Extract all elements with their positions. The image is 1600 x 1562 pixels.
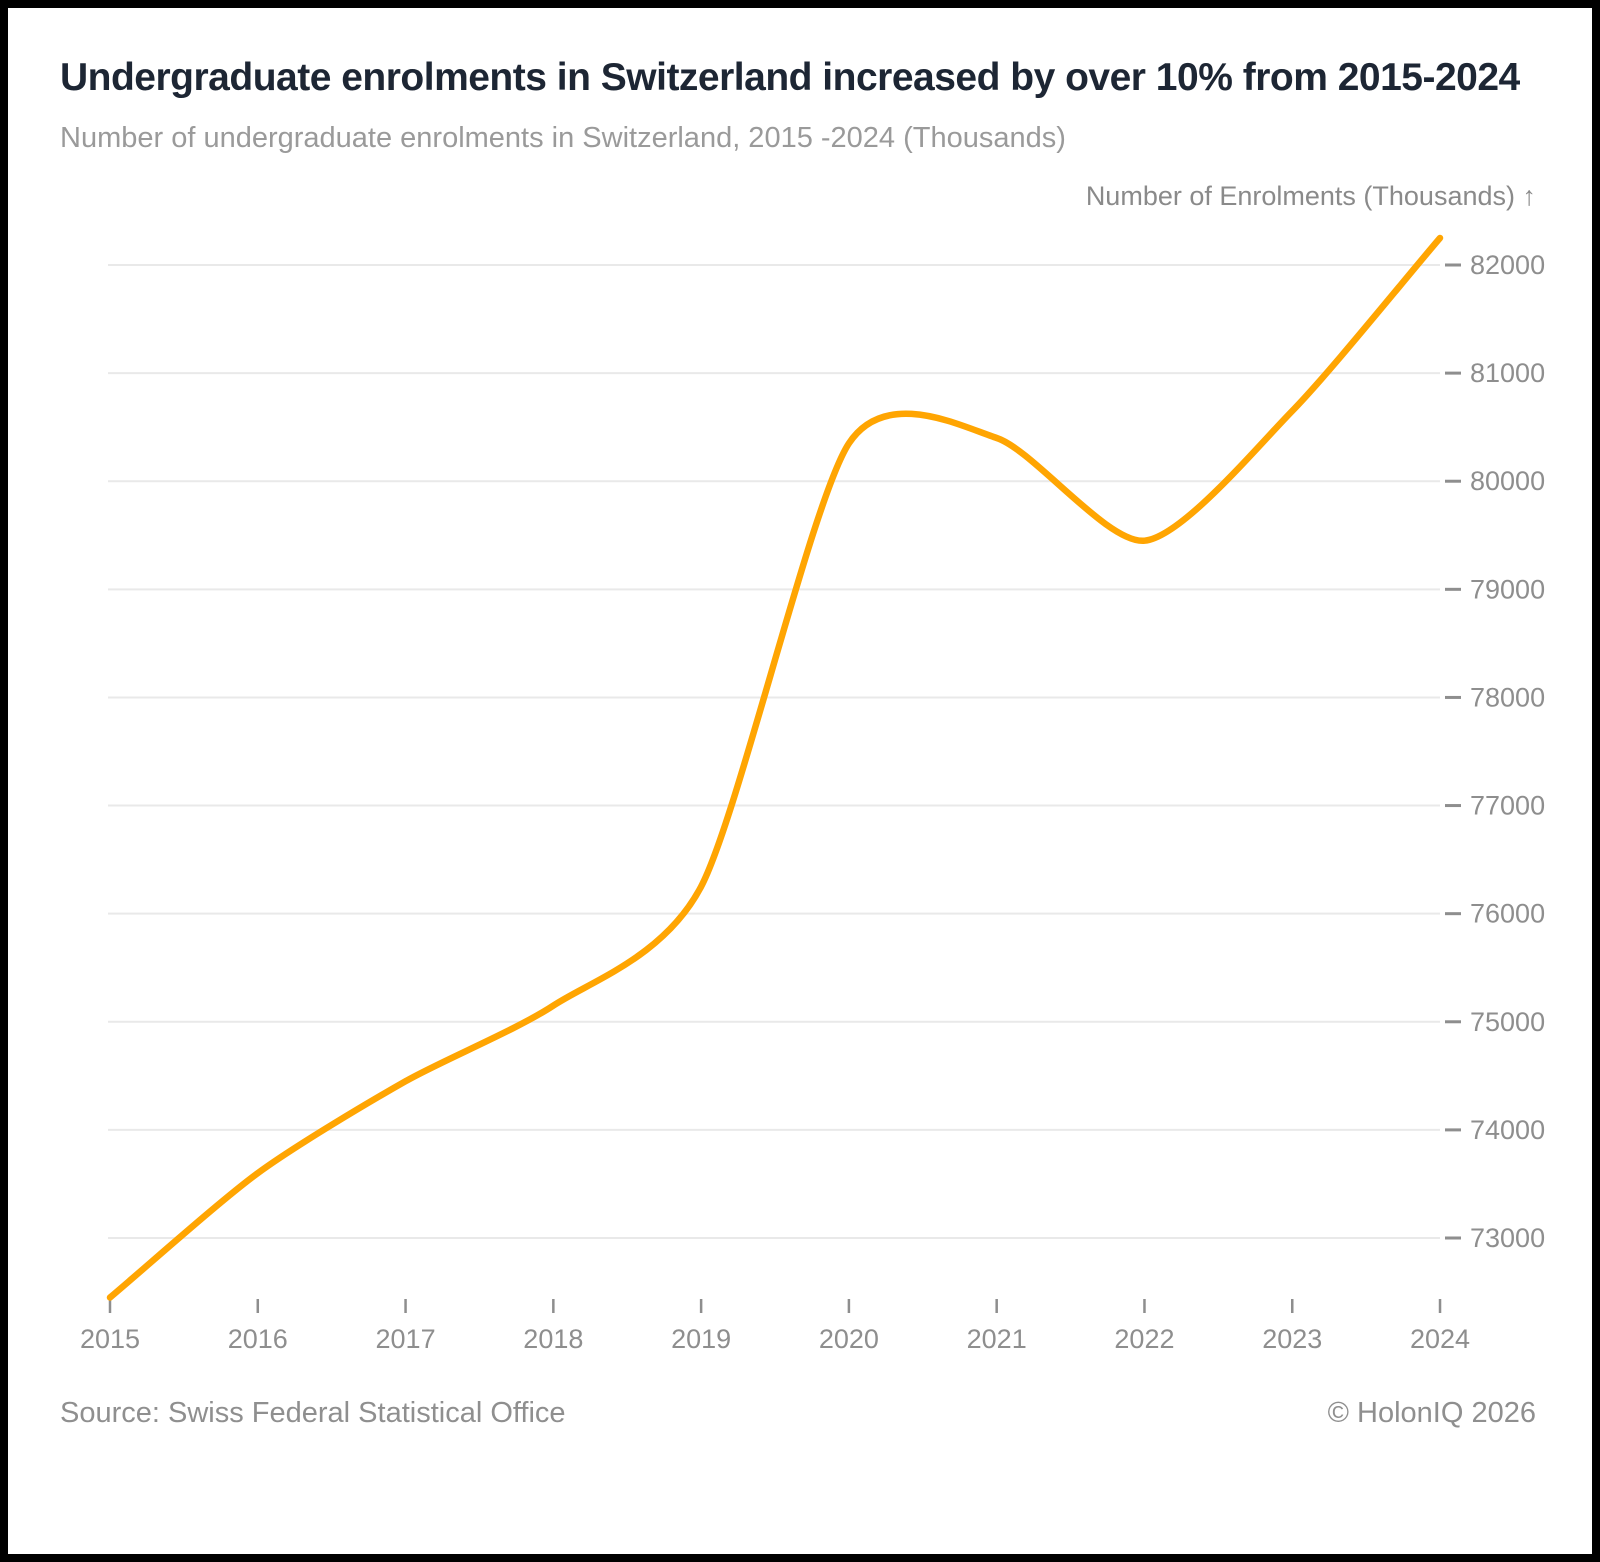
y-tick-label: 81000 <box>1470 358 1545 388</box>
chart-title: Undergraduate enrolments in Switzerland … <box>60 56 1520 99</box>
y-tick-label: 77000 <box>1470 791 1545 821</box>
y-axis-title: Number of Enrolments (Thousands) ↑ <box>1085 181 1536 211</box>
y-tick-label: 82000 <box>1470 250 1545 280</box>
y-tick-label: 75000 <box>1470 1007 1545 1037</box>
source-note: Source: Swiss Federal Statistical Office <box>60 1397 566 1429</box>
y-axis-labels: 82000 81000 80000 79000 78000 77000 76000 75000… <box>1470 250 1545 1253</box>
chart-subtitle: Number of undergraduate enrolments in Sw… <box>60 122 1066 154</box>
x-tick-label: 2016 <box>228 1324 288 1354</box>
x-axis-labels: 2015 2016 2017 2018 2019 2020 2021 2022 2023 2024 <box>80 1324 1470 1354</box>
y-tick-label: 73000 <box>1470 1223 1545 1253</box>
copyright-note: © HolonIQ 2026 <box>1327 1397 1536 1429</box>
x-tick-label: 2023 <box>1262 1324 1322 1354</box>
x-tick-label: 2020 <box>819 1324 879 1354</box>
enrolments-line-series <box>106 234 1444 1301</box>
y-tick-label: 74000 <box>1470 1115 1545 1145</box>
x-tick-label: 2024 <box>1410 1324 1470 1354</box>
x-axis-ticks <box>108 1299 1442 1313</box>
y-tick-label: 76000 <box>1470 899 1545 929</box>
x-tick-label: 2018 <box>523 1324 583 1354</box>
y-tick-label: 80000 <box>1470 466 1545 496</box>
y-tick-label: 79000 <box>1470 574 1545 604</box>
x-tick-label: 2021 <box>967 1324 1027 1354</box>
x-tick-label: 2022 <box>1114 1324 1174 1354</box>
x-tick-label: 2019 <box>671 1324 731 1354</box>
y-tick-label: 78000 <box>1470 682 1545 712</box>
x-tick-label: 2015 <box>80 1324 140 1354</box>
x-tick-label: 2017 <box>376 1324 436 1354</box>
gridlines <box>108 263 1461 1240</box>
